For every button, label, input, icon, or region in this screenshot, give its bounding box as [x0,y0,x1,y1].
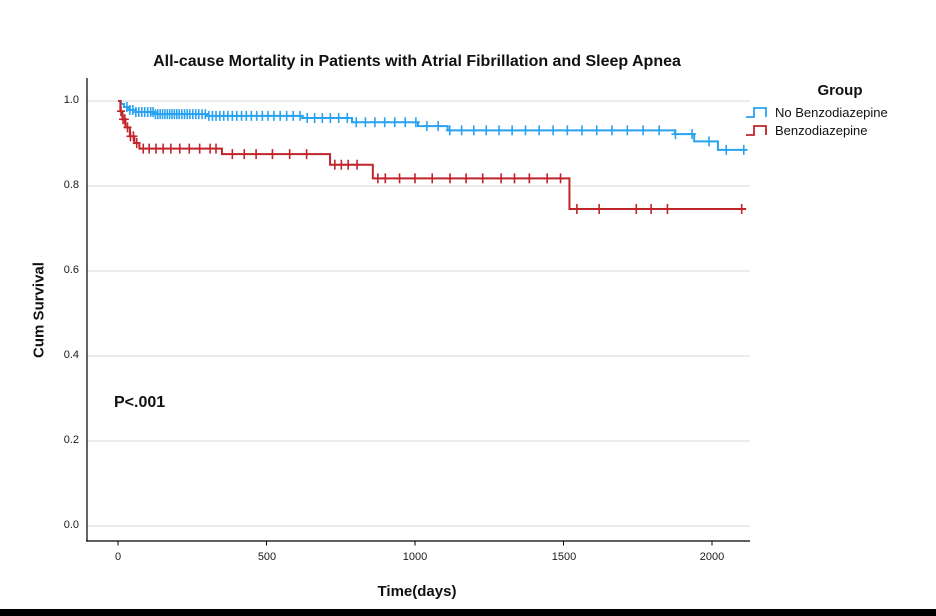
x-tick-2000: 2000 [699,551,725,563]
legend-title: Group [817,82,863,99]
step-line-icon [746,125,767,136]
y-tick-0.6: 0.6 [63,264,79,276]
y-tick-0.4: 0.4 [63,349,79,361]
y-tick-0.2: 0.2 [63,434,79,446]
x-tick-500: 500 [257,551,277,563]
chart-title: All-cause Mortality in Patients with Atr… [153,53,681,70]
legend-entry-benzodiazepine: Benzodiazepine [745,121,935,139]
legend-entry-no-benzodiazepine: No Benzodiazepine [745,103,935,121]
legend-label: No Benzodiazepine [775,104,888,120]
y-tick-1.0: 1.0 [63,94,79,106]
survival-curve-benzodiazepine [116,100,747,214]
step-line-icon [746,107,767,118]
survival-curve-no-benzodiazepine [118,100,748,155]
x-tick-1000: 1000 [402,551,428,563]
step-line [118,100,747,151]
legend: Group No Benzodiazepine Benzodiazepine [745,82,935,139]
axes [86,78,750,546]
legend-label: Benzodiazepine [775,122,868,138]
x-tick-1500: 1500 [551,551,577,563]
y-tick-0.8: 0.8 [63,179,79,191]
y-tick-0.0: 0.0 [63,519,79,531]
window-bottom-edge [0,609,936,616]
x-axis-label: Time(days) [377,583,457,600]
gridlines [87,100,750,527]
p-value-annotation: P<.001 [114,394,166,411]
x-tick-0: 0 [114,551,122,563]
